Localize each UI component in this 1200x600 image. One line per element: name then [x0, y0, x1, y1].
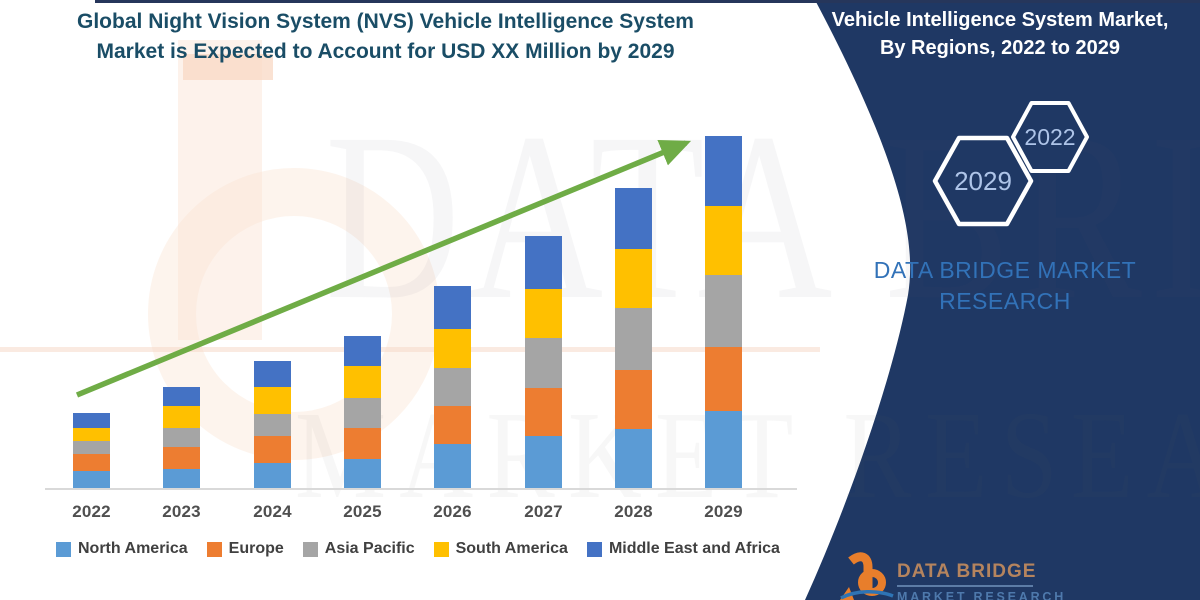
chart-title: Global Night Vision System (NVS) Vehicle… [28, 7, 743, 67]
brand-wordmark: DATA BRIDGE MARKET RESEARCH [810, 255, 1200, 317]
bar-segment-2026 [434, 406, 471, 444]
bar-segment-2024 [254, 463, 291, 488]
panel-title: Vehicle Intelligence System Market, By R… [800, 6, 1200, 62]
bar-segment-2022 [73, 441, 110, 454]
bar-segment-2026 [434, 286, 471, 329]
top-edge-strip [95, 0, 1200, 3]
bar-segment-2025 [344, 428, 381, 459]
bar-segment-2022 [73, 454, 110, 471]
logo-wordmark: DATA BRIDGE [897, 561, 1037, 582]
legend-label: North America [78, 540, 188, 557]
hexagon-2022 [1011, 101, 1089, 173]
legend-swatch-icon [433, 541, 449, 557]
bar-segment-2024 [254, 436, 291, 463]
legend-item: Middle East and Africa [586, 540, 780, 558]
panel-title-line1: Vehicle Intelligence System Market, [831, 9, 1169, 31]
x-axis-label-2025: 2025 [343, 502, 382, 521]
bar-2029 [705, 136, 742, 488]
panel-title-line2: By Regions, 2022 to 2029 [879, 37, 1121, 59]
bar-2026 [434, 286, 471, 488]
logo-swoosh [840, 590, 894, 600]
bar-segment-2023 [163, 406, 200, 428]
bar-segment-2023 [163, 447, 200, 469]
bar-segment-2027 [525, 338, 562, 388]
legend-item: North America [56, 540, 188, 558]
x-axis-label-2029: 2029 [704, 502, 743, 521]
bar-2028 [615, 188, 652, 488]
chart-legend: North America Europe Asia Pacific South Ame… [56, 540, 780, 558]
legend-item: Europe [206, 540, 284, 558]
peach-watermark-block [183, 54, 273, 80]
hexagon-2029-label: 2029 [954, 166, 1012, 196]
bar-2024 [254, 361, 291, 488]
bar-segment-2025 [344, 366, 381, 398]
bar-segment-2022 [73, 471, 110, 488]
bar-segment-2027 [525, 236, 562, 289]
bar-segment-2023 [163, 387, 200, 406]
plot-area: 2022 2023 2024 2025 2026 2027 2028 2029 [45, 100, 797, 521]
x-axis-label-2024: 2024 [253, 502, 292, 521]
bar-segment-2025 [344, 459, 381, 488]
bar-segment-2029 [705, 206, 742, 275]
hexagon-2029 [932, 135, 1034, 227]
x-axis-label-2022: 2022 [72, 502, 111, 521]
bar-segment-2025 [344, 336, 381, 366]
bar-segment-2028 [615, 249, 652, 308]
bar-segment-2024 [254, 361, 291, 387]
x-axis-line [45, 488, 797, 490]
legend-item: South America [433, 540, 568, 558]
bar-2027 [525, 236, 562, 488]
legend-label: Asia Pacific [324, 540, 415, 557]
bar-segment-2029 [705, 136, 742, 206]
bar-2023 [163, 387, 200, 488]
bar-segment-2028 [615, 188, 652, 249]
bar-segment-2029 [705, 347, 742, 411]
legend-label: South America [455, 540, 568, 557]
year-hexagons: 2029 2022 [932, 101, 1089, 227]
bar-segment-2028 [615, 370, 652, 429]
x-axis-label-2027: 2027 [524, 502, 563, 521]
chart-title-line2: Market is Expected to Account for USD XX… [96, 40, 675, 63]
bar-segment-2029 [705, 275, 742, 347]
bar-segment-2023 [163, 469, 200, 488]
bar-segment-2026 [434, 329, 471, 368]
bar-segment-2028 [615, 429, 652, 488]
bar-segment-2028 [615, 308, 652, 370]
bar-segment-2026 [434, 368, 471, 406]
brand-line2: RESEARCH [939, 288, 1071, 314]
legend-label: Middle East and Africa [608, 540, 780, 557]
legend-item: Asia Pacific [302, 540, 415, 558]
legend-label: Europe [228, 540, 284, 557]
logo-subtext: MARKET RESEARCH [897, 590, 1067, 600]
bar-segment-2025 [344, 398, 381, 428]
bar-segment-2027 [525, 289, 562, 338]
bar-2022 [73, 413, 110, 488]
legend-swatch-icon [56, 541, 71, 557]
side-panel-path [805, 0, 1200, 600]
legend-swatch-icon [586, 541, 602, 557]
hexagon-2022-label: 2022 [1024, 124, 1075, 150]
logo-divider [897, 585, 1033, 587]
bar-segment-2029 [705, 411, 742, 488]
legend-swatch-icon [206, 541, 222, 557]
x-axis-label-2023: 2023 [162, 502, 201, 521]
databridge-logo-icon [840, 552, 894, 600]
bar-segment-2027 [525, 436, 562, 488]
logo-b-stem [848, 552, 873, 591]
brand-line1: DATA BRIDGE MARKET [873, 257, 1137, 283]
bar-segment-2024 [254, 414, 291, 436]
bar-segment-2022 [73, 428, 110, 441]
bar-2025 [344, 336, 381, 488]
bar-segment-2023 [163, 428, 200, 447]
legend-swatch-icon [302, 541, 318, 557]
chart-title-line1: Global Night Vision System (NVS) Vehicle… [77, 10, 694, 33]
x-axis-label-2026: 2026 [433, 502, 472, 521]
bar-segment-2026 [434, 444, 471, 488]
bar-segment-2027 [525, 388, 562, 436]
bar-segment-2022 [73, 413, 110, 428]
bar-segment-2024 [254, 387, 291, 414]
x-axis-label-2028: 2028 [614, 502, 653, 521]
